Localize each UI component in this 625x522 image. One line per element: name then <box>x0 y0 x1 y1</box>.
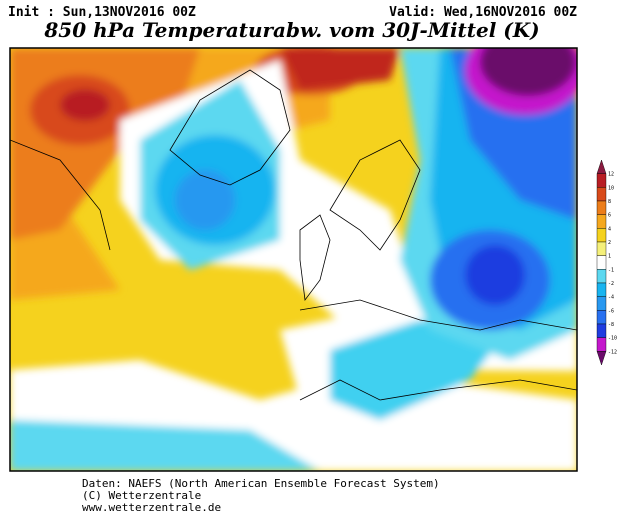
colorbar-label: -2 <box>608 281 614 287</box>
colorbar-segment <box>596 282 607 297</box>
colorbar-segment <box>596 269 607 284</box>
map-frame <box>9 47 578 472</box>
colorbar-label: 2 <box>608 240 611 246</box>
colorbar-segment <box>596 214 607 229</box>
colorbar-label: -6 <box>608 308 614 314</box>
map-field <box>10 48 577 471</box>
colorbar: 12 10 8 6 4 2 1 -1 -2 -4 -6 -8 -10 -12 <box>596 159 617 366</box>
coastlines <box>10 69 577 401</box>
colorbar-segment <box>596 351 607 366</box>
colorbar-segment <box>596 323 607 338</box>
footer-copyright: (C) Wetterzentrale <box>82 489 201 502</box>
footer-source: Daten: NAEFS (North American Ensemble Fo… <box>82 477 440 490</box>
colorbar-segment <box>596 310 607 325</box>
colorbar-segment <box>596 241 607 256</box>
colorbar-label: 8 <box>608 199 611 205</box>
colorbar-label: -1 <box>608 267 614 273</box>
colorbar-label: 6 <box>608 213 611 219</box>
colorbar-segment <box>596 173 607 188</box>
colorbar-segment <box>596 255 607 270</box>
init-time: Init : Sun,13NOV2016 00Z <box>8 5 196 20</box>
colorbar-segment <box>596 337 607 352</box>
colorbar-label: 1 <box>608 254 611 260</box>
colorbar-label: -10 <box>608 336 617 342</box>
colorbar-label: -8 <box>608 322 614 328</box>
colorbar-label: 10 <box>608 185 614 191</box>
valid-time: Valid: Wed,16NOV2016 00Z <box>389 5 577 20</box>
colorbar-segment <box>596 159 607 174</box>
colorbar-segment <box>596 200 607 215</box>
colorbar-segment <box>596 228 607 243</box>
colorbar-label: -4 <box>608 295 614 301</box>
colorbar-label: 12 <box>608 172 614 178</box>
colorbar-label: 4 <box>608 226 611 232</box>
colorbar-label: -12 <box>608 349 617 355</box>
colorbar-segment <box>596 296 607 311</box>
map-title: 850 hPa Temperaturabw. vom 30J-Mittel (K… <box>43 18 539 42</box>
footer-url: www.wetterzentrale.de <box>82 501 221 514</box>
colorbar-segment <box>596 187 607 202</box>
